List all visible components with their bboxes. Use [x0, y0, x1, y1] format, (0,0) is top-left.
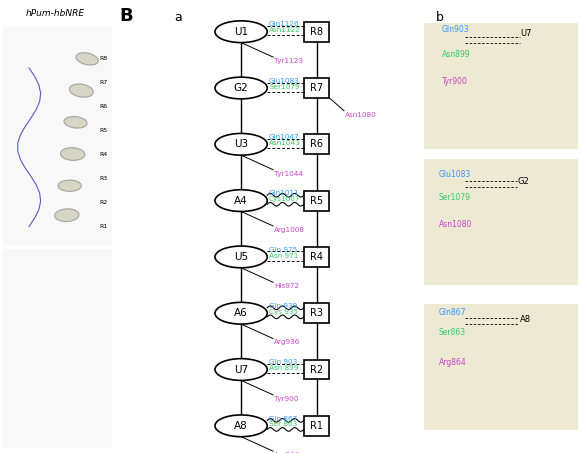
Text: His972: His972: [274, 283, 299, 289]
Text: Arg1008: Arg1008: [274, 227, 305, 233]
Text: U1: U1: [234, 27, 248, 37]
Text: Gln903: Gln903: [442, 25, 469, 34]
Text: Tyr1044: Tyr1044: [274, 171, 303, 177]
Text: R5: R5: [99, 128, 107, 133]
FancyBboxPatch shape: [424, 304, 578, 430]
Text: Arg936: Arg936: [274, 339, 300, 346]
Text: R4: R4: [99, 152, 107, 157]
Text: Ser 863: Ser 863: [269, 421, 297, 428]
Text: R1: R1: [310, 421, 323, 431]
Ellipse shape: [76, 53, 98, 65]
Text: Asn899: Asn899: [442, 50, 470, 59]
Ellipse shape: [215, 415, 267, 437]
Text: R2: R2: [310, 365, 323, 375]
Text: Gln 939: Gln 939: [269, 303, 297, 309]
FancyBboxPatch shape: [304, 135, 329, 154]
Ellipse shape: [60, 148, 85, 160]
Text: R8: R8: [99, 56, 107, 62]
Ellipse shape: [215, 302, 267, 324]
Text: R6: R6: [99, 104, 107, 109]
Text: R6: R6: [310, 140, 323, 149]
FancyBboxPatch shape: [304, 22, 329, 42]
Text: R4: R4: [310, 252, 323, 262]
Text: Asn1080: Asn1080: [345, 111, 377, 118]
Text: Arg864: Arg864: [274, 452, 300, 453]
Text: Asn1080: Asn1080: [439, 220, 472, 229]
Text: Glu1083: Glu1083: [439, 170, 471, 179]
Text: R8: R8: [310, 27, 323, 37]
Ellipse shape: [69, 84, 94, 97]
Text: A6: A6: [234, 308, 248, 318]
Text: A8: A8: [234, 421, 248, 431]
Text: R7: R7: [99, 80, 107, 85]
Text: Cys 935: Cys 935: [269, 309, 298, 315]
Ellipse shape: [215, 77, 267, 99]
FancyBboxPatch shape: [3, 27, 112, 245]
Ellipse shape: [215, 190, 267, 212]
FancyBboxPatch shape: [304, 191, 329, 211]
FancyBboxPatch shape: [304, 416, 329, 436]
Text: Arg864: Arg864: [439, 358, 467, 367]
Text: Asn 899: Asn 899: [269, 365, 299, 371]
Text: Glu1083: Glu1083: [269, 78, 300, 84]
Text: Tyr900: Tyr900: [442, 77, 468, 86]
Text: U7: U7: [520, 29, 532, 39]
Text: Tyr900: Tyr900: [274, 396, 299, 402]
Text: R5: R5: [310, 196, 323, 206]
Text: R2: R2: [99, 200, 107, 205]
Text: G2: G2: [234, 83, 249, 93]
Text: Gln 903: Gln 903: [269, 359, 297, 365]
Text: b: b: [436, 11, 444, 24]
Text: Asn1122: Asn1122: [269, 27, 301, 34]
Ellipse shape: [215, 134, 267, 155]
Text: U5: U5: [234, 252, 248, 262]
FancyBboxPatch shape: [424, 159, 578, 285]
FancyBboxPatch shape: [3, 249, 112, 448]
FancyBboxPatch shape: [304, 360, 329, 380]
FancyBboxPatch shape: [304, 247, 329, 267]
Text: Gln 867: Gln 867: [269, 415, 297, 422]
Text: Cys1007: Cys1007: [269, 196, 300, 202]
FancyBboxPatch shape: [304, 78, 329, 98]
Text: a: a: [174, 11, 182, 24]
Text: R7: R7: [310, 83, 323, 93]
Text: R3: R3: [310, 308, 323, 318]
Text: R3: R3: [99, 176, 107, 181]
FancyBboxPatch shape: [304, 303, 329, 323]
Ellipse shape: [215, 246, 267, 268]
Text: G2: G2: [517, 177, 529, 186]
Text: Gln 975: Gln 975: [269, 247, 297, 253]
Ellipse shape: [64, 116, 87, 128]
Text: Tyr1123: Tyr1123: [274, 58, 303, 64]
Ellipse shape: [215, 21, 267, 43]
Text: B: B: [119, 7, 132, 25]
Text: A4: A4: [234, 196, 248, 206]
Text: R1: R1: [99, 224, 107, 229]
Text: Ser1079: Ser1079: [439, 193, 471, 202]
Text: Gln1011: Gln1011: [269, 190, 300, 196]
Text: U7: U7: [234, 365, 248, 375]
Text: hPum-hbNRE: hPum-hbNRE: [26, 9, 85, 18]
Text: A8: A8: [520, 315, 531, 324]
Text: Gln1126: Gln1126: [269, 21, 300, 28]
Ellipse shape: [55, 209, 79, 222]
Text: Gln867: Gln867: [439, 308, 466, 317]
Text: Ser863: Ser863: [439, 328, 466, 337]
Ellipse shape: [215, 359, 267, 381]
Text: U3: U3: [234, 140, 248, 149]
Text: Ser1079: Ser1079: [269, 84, 300, 90]
Text: Gln1047: Gln1047: [269, 134, 300, 140]
FancyBboxPatch shape: [424, 23, 578, 149]
Text: Asn1043: Asn1043: [269, 140, 301, 146]
Text: Asn 971: Asn 971: [269, 253, 299, 259]
Ellipse shape: [58, 180, 81, 192]
